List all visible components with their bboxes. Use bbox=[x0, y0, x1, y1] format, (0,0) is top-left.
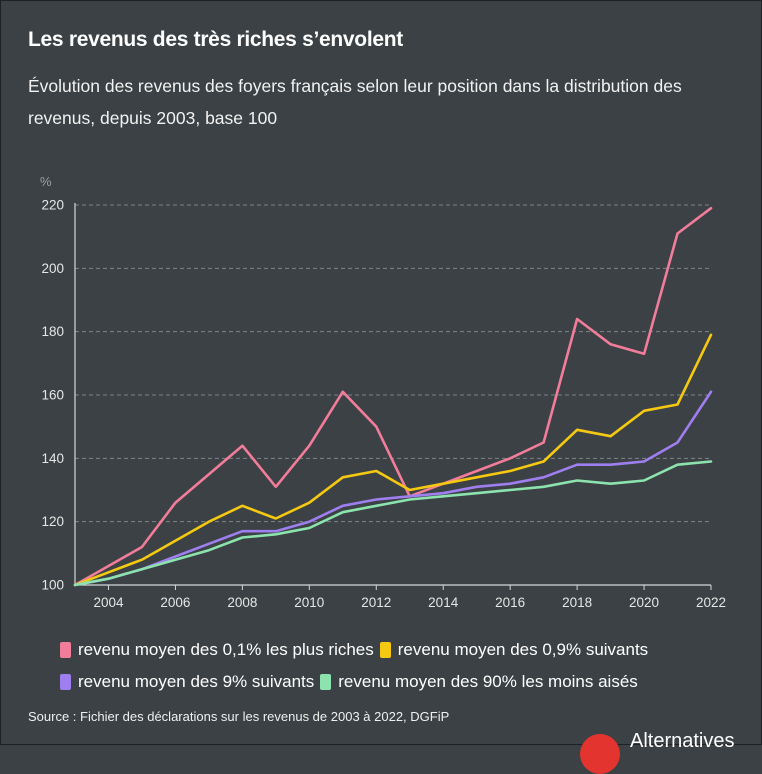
y-tick-label: 220 bbox=[41, 198, 64, 213]
legend-swatch-top-0-1 bbox=[60, 642, 71, 658]
x-tick-label: 2016 bbox=[495, 595, 525, 610]
legend-label-bottom-90: revenu moyen des 90% les moins aisés bbox=[338, 672, 638, 691]
legend-item-next-9: revenu moyen des 9% suivants bbox=[60, 672, 314, 692]
legend-swatch-next-9 bbox=[60, 674, 71, 690]
publisher-logo: Alternatives bbox=[580, 730, 762, 774]
line-chart: % 100 120 140 160 180 200 220 2004 2006 2008 2010… bbox=[40, 174, 726, 610]
series-line-2 bbox=[73, 390, 713, 587]
y-tick-label: 180 bbox=[41, 324, 64, 339]
legend-label-next-0-9: revenu moyen des 0,9% suivants bbox=[397, 640, 649, 659]
y-tick-label: 120 bbox=[41, 514, 64, 529]
chart-title: Les revenus des très riches s’envolent bbox=[28, 28, 403, 51]
series-line-1 bbox=[73, 333, 713, 587]
series-line-0 bbox=[73, 206, 713, 587]
chart-subtitle: Évolution des revenus des foyers françai… bbox=[28, 76, 682, 128]
x-tick-label: 2008 bbox=[227, 595, 257, 610]
y-tick-label: 140 bbox=[41, 451, 64, 466]
legend-swatch-bottom-90 bbox=[320, 674, 332, 690]
x-tick-label: 2012 bbox=[361, 595, 391, 610]
y-tick-label: 160 bbox=[41, 388, 64, 403]
x-tick-label: 2018 bbox=[562, 595, 592, 610]
legend-swatch-next-0-9 bbox=[379, 642, 391, 658]
legend-row: revenu moyen des 9% suivants revenu moye… bbox=[60, 666, 760, 698]
logo-text: Alternatives bbox=[630, 730, 735, 752]
y-axis-label: % bbox=[40, 174, 52, 189]
legend-label-top-0-1: revenu moyen des 0,1% les plus riches bbox=[78, 640, 374, 659]
y-tick-label: 200 bbox=[41, 261, 64, 276]
legend-label-next-9: revenu moyen des 9% suivants bbox=[78, 672, 315, 691]
series-line-3 bbox=[73, 460, 713, 587]
legend-item-top-0-1: revenu moyen des 0,1% les plus riches bbox=[60, 640, 374, 660]
logo-mark bbox=[580, 734, 620, 774]
x-tick-label: 2022 bbox=[696, 595, 726, 610]
legend-item-bottom-90: revenu moyen des 90% les moins aisés bbox=[320, 672, 638, 692]
x-tick-label: 2010 bbox=[294, 595, 324, 610]
x-tick-label: 2014 bbox=[428, 595, 459, 610]
x-tick-label: 2006 bbox=[160, 595, 190, 610]
x-tick-label: 2020 bbox=[629, 595, 659, 610]
source-note: Source : Fichier des déclarations sur le… bbox=[28, 709, 450, 724]
y-tick-label: 100 bbox=[41, 578, 64, 593]
legend-row: revenu moyen des 0,1% les plus riches re… bbox=[60, 634, 760, 666]
x-tick-label: 2004 bbox=[93, 595, 124, 610]
chart-legend: revenu moyen des 0,1% les plus riches re… bbox=[60, 634, 760, 698]
legend-item-next-0-9: revenu moyen des 0,9% suivants bbox=[379, 640, 649, 660]
